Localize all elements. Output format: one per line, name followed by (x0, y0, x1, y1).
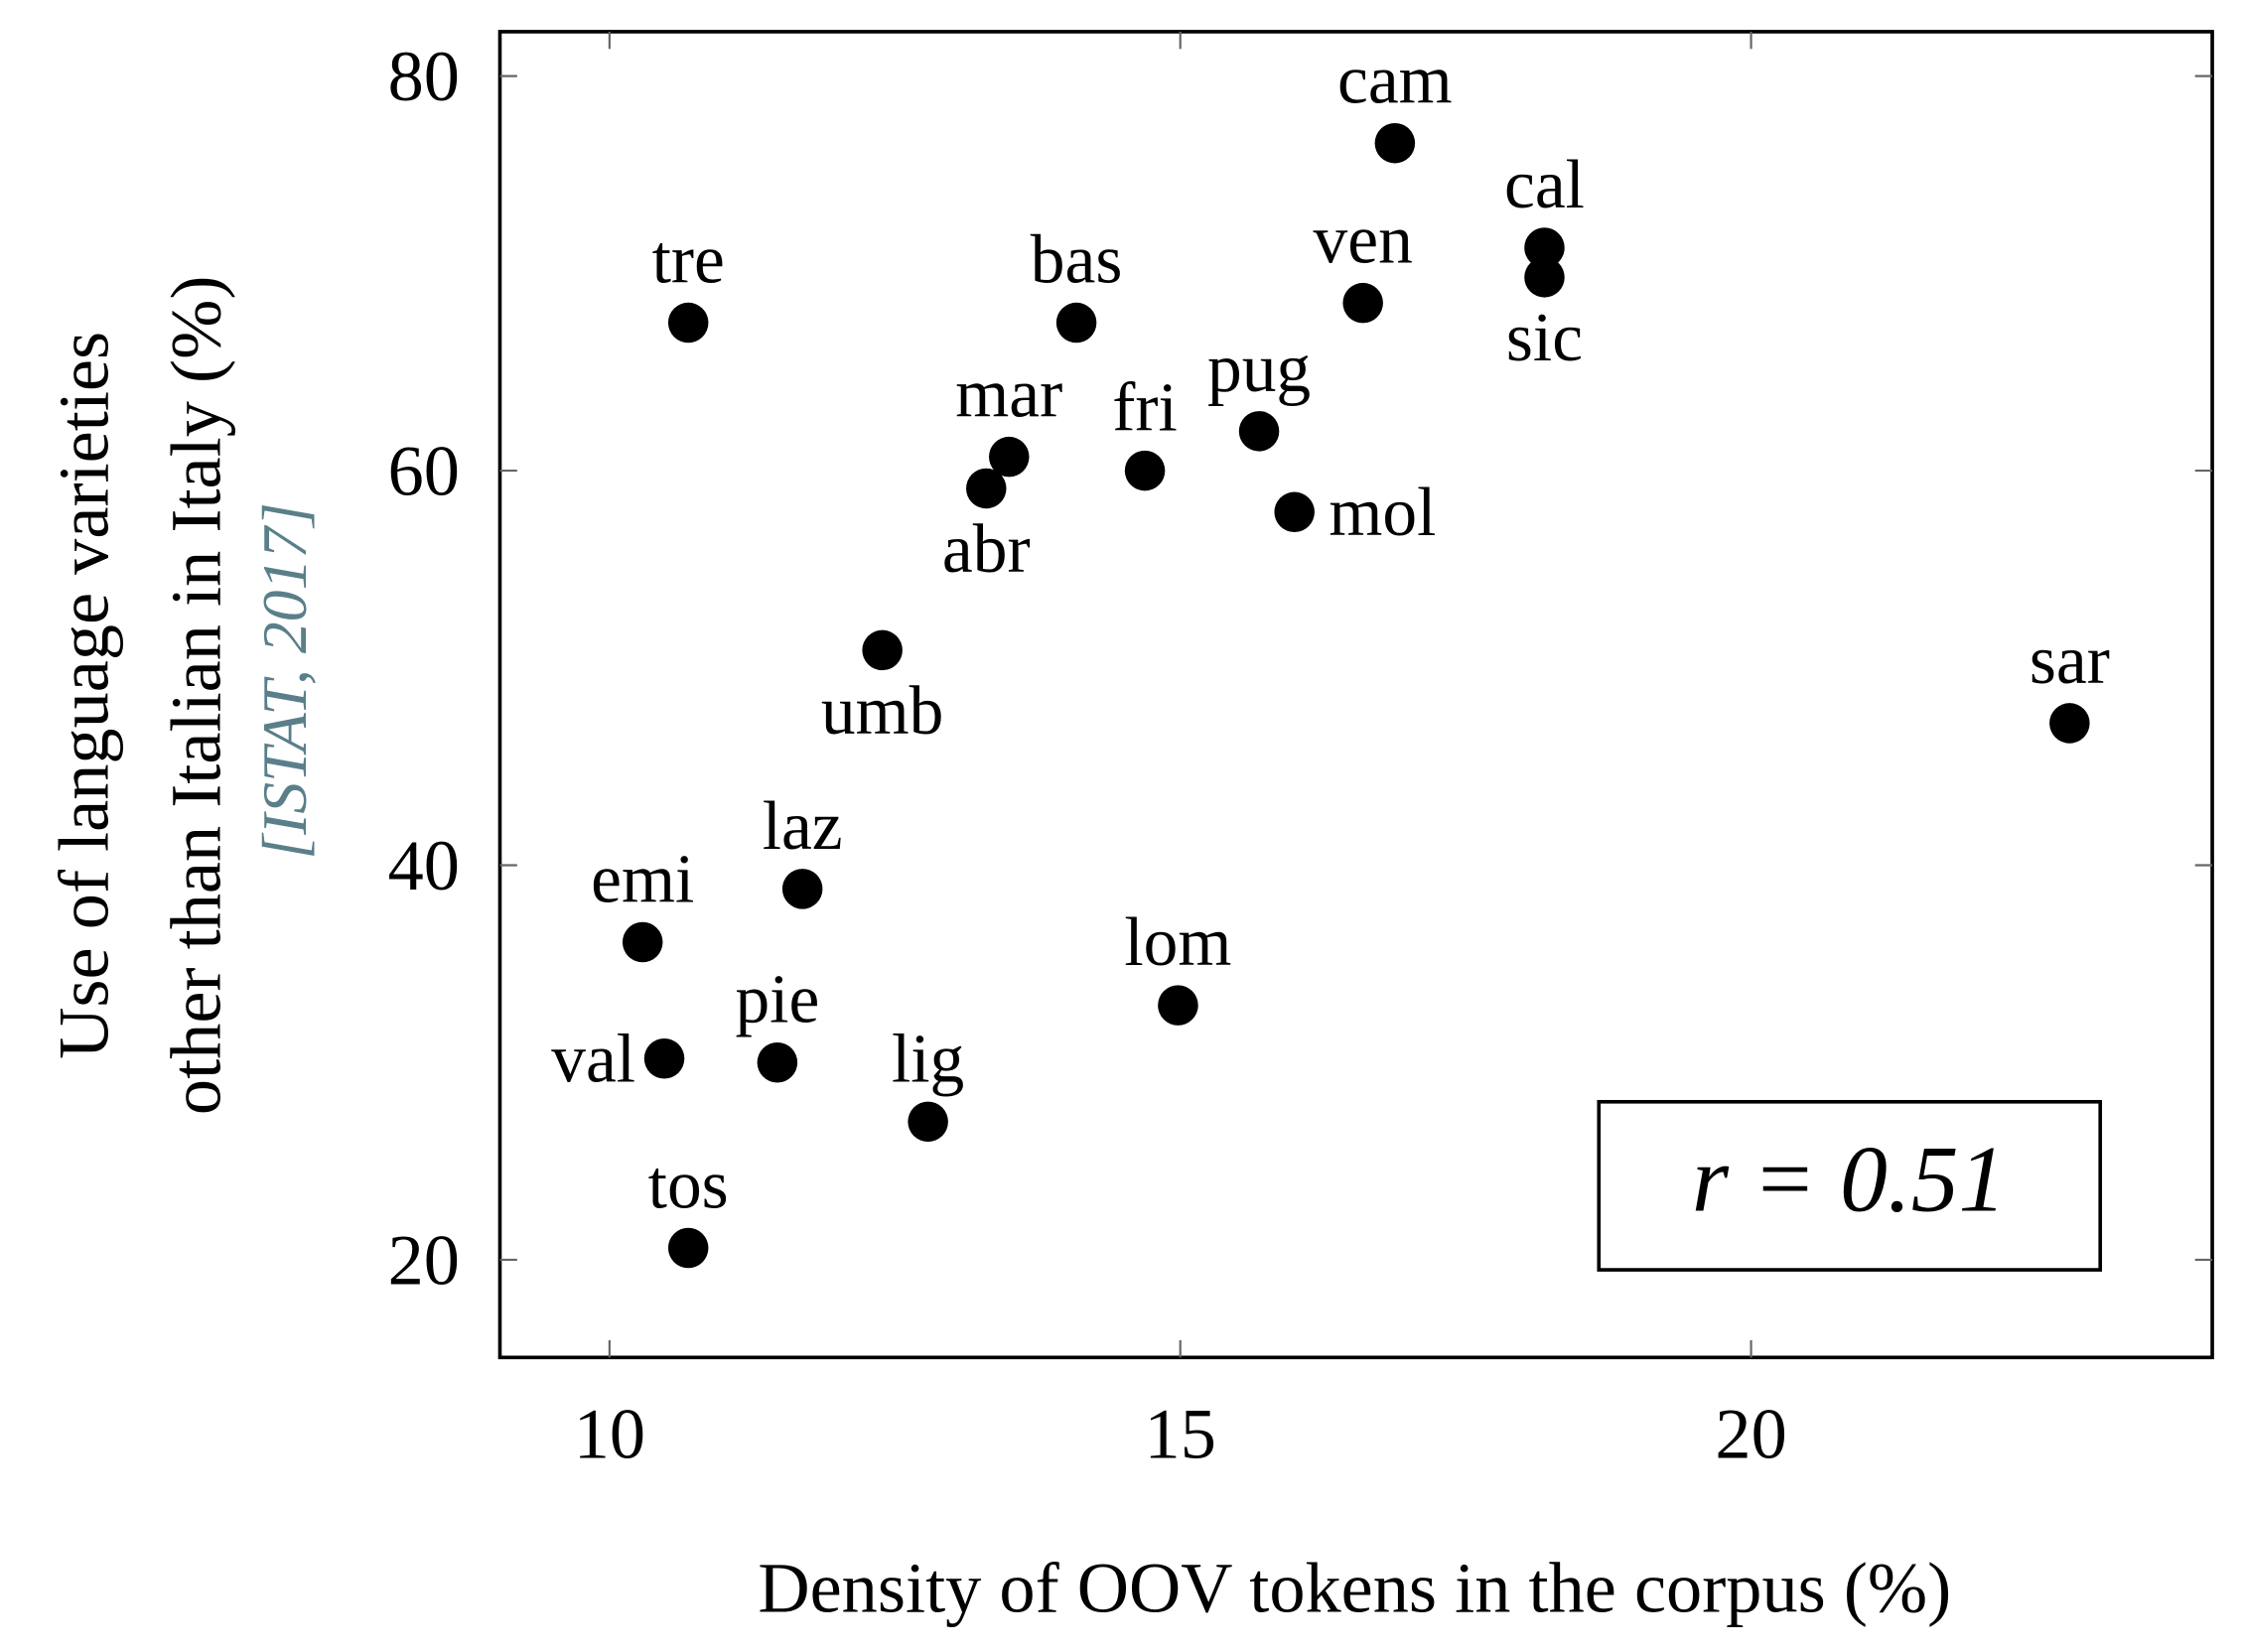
y-axis-label-group: Use of language varieties other than Ita… (45, 276, 321, 1116)
point (622, 921, 663, 963)
point-label: lig (892, 1021, 964, 1097)
point-label: bas (1031, 222, 1123, 299)
point-label: laz (763, 788, 843, 865)
point (1274, 491, 1315, 533)
point (1374, 122, 1416, 164)
point-label: tos (648, 1148, 729, 1224)
point-label: val (551, 1021, 635, 1097)
point-label: tre (652, 222, 725, 299)
point-label: mol (1329, 475, 1436, 551)
plot-frame (497, 30, 2214, 1360)
point-label: lom (1124, 904, 1231, 981)
point (1342, 282, 1383, 324)
y-axis-citation: [ISTAT, 2017] (249, 502, 320, 859)
y-axis-label: Use of language varieties (45, 332, 124, 1059)
point-label: abr (942, 511, 1031, 588)
x-axis-label: Density of OOV tokens in the corpus (%) (758, 1548, 1951, 1627)
annotation: r = 0.51 (1692, 1127, 2006, 1232)
point-label: fri (1112, 370, 1178, 447)
y-tick-label: 40 (388, 826, 460, 905)
point (781, 869, 823, 909)
point (1124, 450, 1166, 491)
point-label: cam (1337, 43, 1453, 119)
point-label: umb (821, 673, 943, 750)
point (908, 1101, 948, 1143)
annotation-box (1597, 1099, 2103, 1272)
point (643, 1037, 685, 1079)
point-label: ven (1314, 203, 1413, 279)
point-label: cal (1504, 147, 1585, 223)
y-tick-label: 20 (388, 1221, 460, 1301)
y-tick-label: 80 (388, 37, 460, 116)
point (1158, 985, 1198, 1026)
point (667, 1227, 709, 1269)
point (989, 436, 1030, 478)
point (1524, 227, 1565, 268)
x-tick-label: 20 (1715, 1395, 1786, 1474)
x-tick-label: 15 (1145, 1395, 1216, 1474)
point-label: pie (735, 962, 819, 1038)
point-label: mar (955, 356, 1062, 433)
y-axis-label: other than Italian in Italy (%) (156, 276, 235, 1116)
point (862, 629, 903, 671)
point (966, 468, 1007, 509)
point-label: sic (1506, 300, 1583, 376)
y-tick-label: 60 (388, 432, 460, 511)
point (667, 302, 709, 344)
point (1238, 411, 1280, 452)
point-label: pug (1207, 331, 1311, 407)
point (1524, 257, 1565, 298)
point (757, 1041, 798, 1083)
point-label: emi (591, 842, 694, 918)
point (1055, 302, 1097, 344)
point (2049, 703, 2090, 744)
x-tick-label: 10 (574, 1395, 645, 1474)
point-label: sar (2030, 622, 2110, 699)
